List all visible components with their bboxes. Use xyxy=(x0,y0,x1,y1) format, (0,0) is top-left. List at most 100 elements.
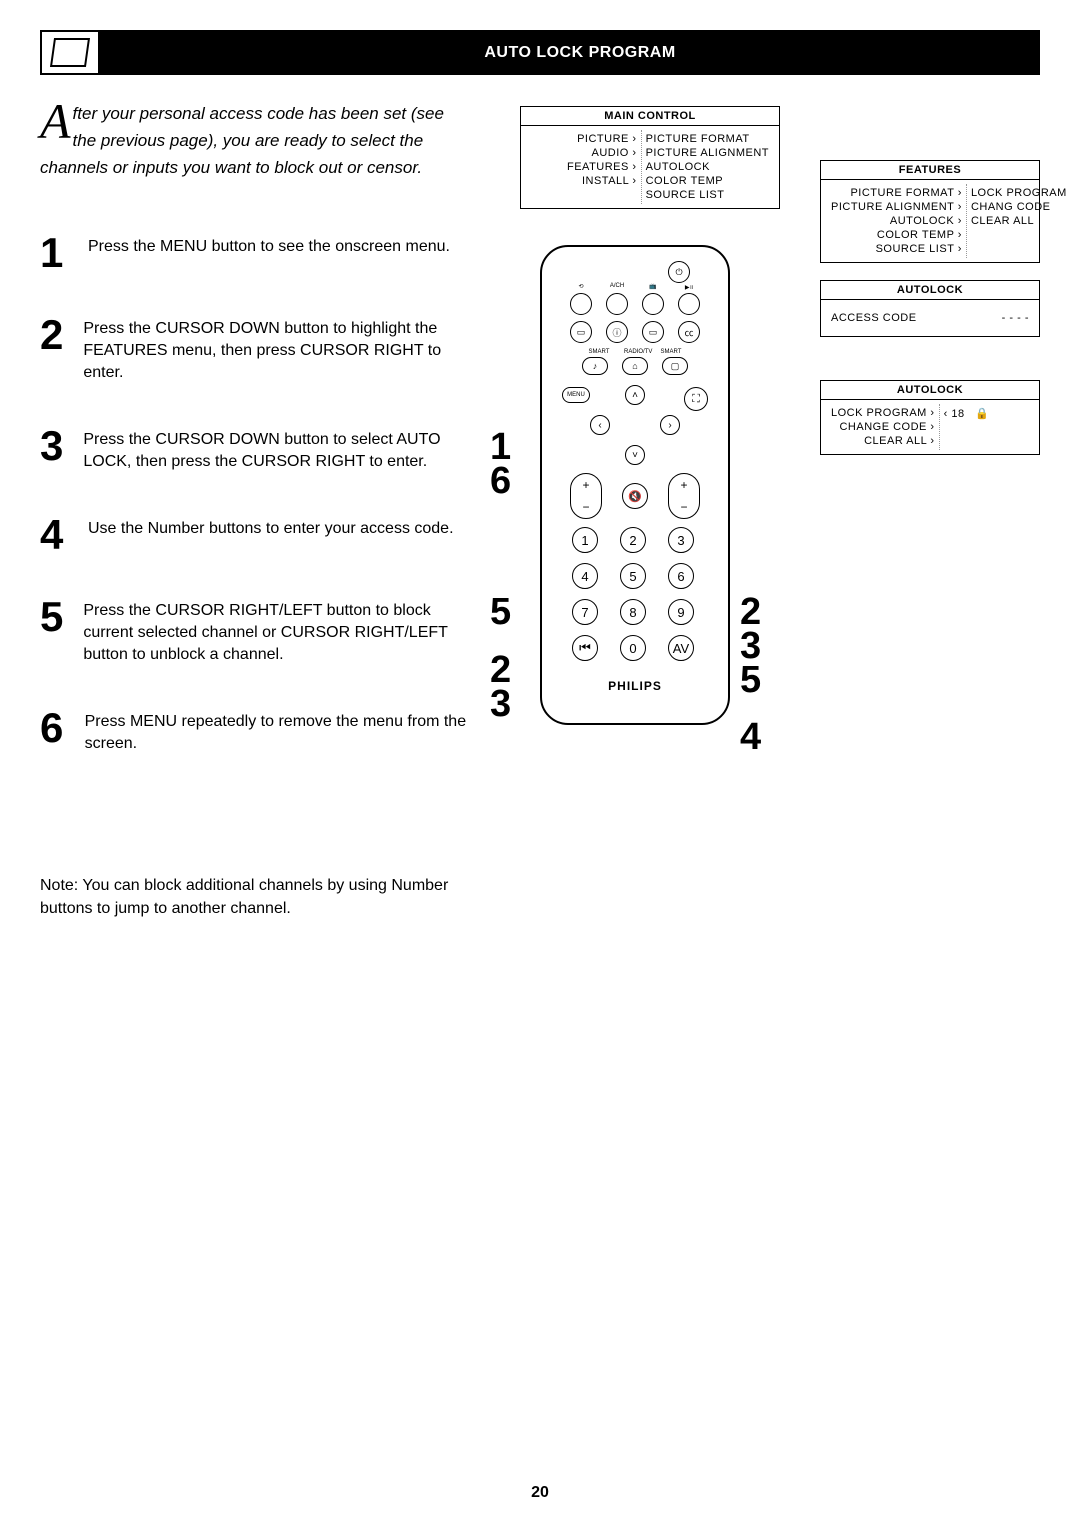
numpad-key: 2 xyxy=(620,527,646,553)
osd-title: AUTOLOCK xyxy=(821,381,1039,400)
power-icon: ⏻ xyxy=(668,261,690,283)
cc-icon: ㏄ xyxy=(678,321,700,343)
osd-right-col: LOCK PROGRAMCHANG CODECLEAR ALL xyxy=(967,184,1071,258)
callout-4: 4 xyxy=(740,720,761,754)
access-code-value: - - - - xyxy=(1002,312,1029,324)
step-number: 6 xyxy=(40,707,65,749)
access-code-label: ACCESS CODE xyxy=(831,312,917,324)
cursor-up-icon: ˄ xyxy=(625,385,645,405)
step: 4 Use the Number buttons to enter your a… xyxy=(40,514,470,556)
header-bar: AUTO LOCK PROGRAM xyxy=(40,30,1040,75)
remote-row-2: ▭ ⓘ ▭ ㏄ xyxy=(570,321,700,343)
ach-button xyxy=(606,293,628,315)
osd-item: INSTALL › xyxy=(531,174,637,188)
zoom-icon: ⛶ xyxy=(684,387,708,411)
brand-label: PHILIPS xyxy=(608,679,662,693)
smart-pic-icon: ▢ xyxy=(662,357,688,375)
osd-item: CLEAR ALL xyxy=(971,214,1067,228)
channel-rocker: +− xyxy=(668,473,700,519)
numpad-key: 3 xyxy=(668,527,694,553)
channel-number: 18 xyxy=(951,408,964,420)
lock-icon: 🔒 xyxy=(975,408,989,420)
step: 1 Press the MENU button to see the onscr… xyxy=(40,232,470,274)
osd-item: FEATURES › xyxy=(531,160,637,174)
osd-item: PICTURE FORMAT › xyxy=(831,186,962,200)
screen2-icon: ▭ xyxy=(642,321,664,343)
step-number: 3 xyxy=(40,425,63,467)
osd-item: AUTOLOCK › xyxy=(831,214,962,228)
step-text: Press the MENU button to see the onscree… xyxy=(88,232,450,258)
osd-right-col: PICTURE FORMATPICTURE ALIGNMENTAUTOLOCKC… xyxy=(642,130,773,204)
step: 2 Press the CURSOR DOWN button to highli… xyxy=(40,314,470,385)
steps-list: 1 Press the MENU button to see the onscr… xyxy=(40,232,470,756)
mute-icon: 🔇 xyxy=(622,483,648,509)
osd-item: CLEAR ALL › xyxy=(831,434,935,448)
callout-2-3-5: 2 3 5 xyxy=(740,595,761,698)
osd-left-col: PICTURE FORMAT ›PICTURE ALIGNMENT ›AUTOL… xyxy=(827,184,967,258)
step-number: 2 xyxy=(40,314,63,356)
step-text: Press MENU repeatedly to remove the menu… xyxy=(85,707,470,756)
osd-main-control: MAIN CONTROL PICTURE ›AUDIO ›FEATURES ›I… xyxy=(520,106,780,209)
menu-button: MENU xyxy=(562,387,590,403)
remote-illustration: ⏻ ⟲A/CH📺▶॥ ▭ ⓘ ▭ ㏄ SMAR xyxy=(490,245,780,725)
volume-rocker: +− xyxy=(570,473,602,519)
osd-item: COLOR TEMP xyxy=(646,174,769,188)
osd-item: COLOR TEMP › xyxy=(831,228,962,242)
tv-icon xyxy=(642,293,664,315)
osd-item: AUTOLOCK xyxy=(646,160,769,174)
row2-labels: SMART RADIO/TV SMART xyxy=(588,349,682,355)
osd-features: FEATURES PICTURE FORMAT ›PICTURE ALIGNME… xyxy=(820,160,1040,263)
osd-item: LOCK PROGRAM › xyxy=(831,406,935,420)
cursor-left-icon: ‹ xyxy=(590,415,610,435)
intro-text: fter your personal access code has been … xyxy=(40,104,444,177)
numpad-key: 0 xyxy=(620,635,646,661)
numpad-key: ⏮ xyxy=(572,635,598,661)
step-number: 5 xyxy=(40,596,63,638)
step: 3 Press the CURSOR DOWN button to select… xyxy=(40,425,470,474)
numpad-key: 1 xyxy=(572,527,598,553)
cursor-down-icon: ˅ xyxy=(625,445,645,465)
cursor-pad: MENU ⛶ ˄ ˅ ‹ › xyxy=(580,385,690,465)
page-title: AUTO LOCK PROGRAM xyxy=(120,44,1040,62)
step: 5 Press the CURSOR RIGHT/LEFT button to … xyxy=(40,596,470,667)
cursor-right-icon: › xyxy=(660,415,680,435)
callout-5: 5 xyxy=(490,595,511,629)
osd-right-col: ‹ 18 🔒 xyxy=(940,404,1033,450)
info-icon: ⓘ xyxy=(606,321,628,343)
step-number: 1 xyxy=(40,232,68,274)
numpad-key: 8 xyxy=(620,599,646,625)
step-text: Press the CURSOR DOWN button to select A… xyxy=(83,425,470,474)
footnote: Note: You can block additional channels … xyxy=(40,875,470,920)
osd-title: FEATURES xyxy=(821,161,1039,180)
osd-left-col: LOCK PROGRAM ›CHANGE CODE ›CLEAR ALL › xyxy=(827,404,940,450)
content: After your personal access code has been… xyxy=(40,100,1040,920)
top-row-labels: ⟲A/CH📺▶॥ xyxy=(570,283,700,291)
osd-item: PICTURE › xyxy=(531,132,637,146)
instructions-column: After your personal access code has been… xyxy=(40,100,470,920)
osd-item: PICTURE ALIGNMENT xyxy=(646,146,769,160)
numpad-key: 5 xyxy=(620,563,646,589)
osd-item: CHANGE CODE › xyxy=(831,420,935,434)
numpad-key: 4 xyxy=(572,563,598,589)
osd-lock-program: AUTOLOCK LOCK PROGRAM ›CHANGE CODE ›CLEA… xyxy=(820,380,1040,455)
osd-item: SOURCE LIST xyxy=(646,188,769,202)
playpause-icon xyxy=(678,293,700,315)
remote-row-3: ♪ ⌂ ▢ xyxy=(582,357,688,375)
osd-access-code: AUTOLOCK ACCESS CODE - - - - xyxy=(820,280,1040,337)
remote-control: ⏻ ⟲A/CH📺▶॥ ▭ ⓘ ▭ ㏄ SMAR xyxy=(540,245,730,725)
numpad-key: 9 xyxy=(668,599,694,625)
pencil-note-icon xyxy=(40,30,100,75)
remote-row-1 xyxy=(570,293,700,315)
intro-paragraph: After your personal access code has been… xyxy=(40,100,470,182)
osd-item: PICTURE FORMAT xyxy=(646,132,769,146)
numpad-key: AV xyxy=(668,635,694,661)
osd-item: PICTURE ALIGNMENT › xyxy=(831,200,962,214)
smart-sound-icon: ♪ xyxy=(582,357,608,375)
step-number: 4 xyxy=(40,514,68,556)
numpad-key: 7 xyxy=(572,599,598,625)
osd-item: CHANG CODE xyxy=(971,200,1067,214)
step-text: Press the CURSOR DOWN button to highligh… xyxy=(83,314,470,385)
vol-ch-row: +− 🔇 +− xyxy=(570,473,700,519)
numpad-key: 6 xyxy=(668,563,694,589)
step-text: Press the CURSOR RIGHT/LEFT button to bl… xyxy=(83,596,470,667)
